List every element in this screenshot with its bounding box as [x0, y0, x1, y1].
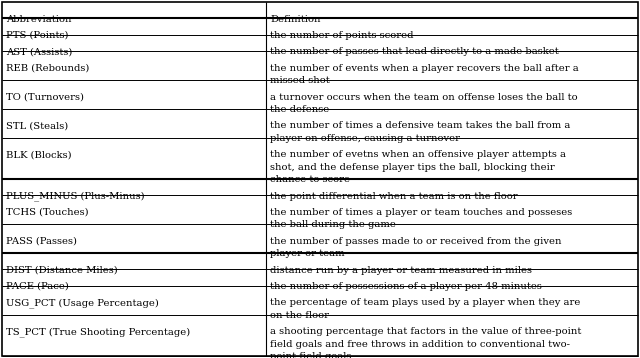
Text: AST (Assists): AST (Assists)	[6, 47, 72, 56]
Text: distance run by a player or team measured in miles: distance run by a player or team measure…	[270, 266, 532, 275]
Text: the number of times a defensive team takes the ball from a: the number of times a defensive team tak…	[270, 121, 570, 130]
Text: TCHS (Touches): TCHS (Touches)	[6, 208, 88, 217]
Text: the number of evetns when an offensive player attempts a: the number of evetns when an offensive p…	[270, 150, 566, 159]
Text: the number of times a player or team touches and posseses: the number of times a player or team tou…	[270, 208, 572, 217]
Text: PTS (Points): PTS (Points)	[6, 31, 68, 40]
Text: REB (Rebounds): REB (Rebounds)	[6, 64, 90, 73]
Text: the number of passes that lead directly to a made basket: the number of passes that lead directly …	[270, 47, 559, 56]
Text: the point differential when a team is on the floor: the point differential when a team is on…	[270, 192, 518, 200]
Text: a turnover occurs when the team on offense loses the ball to: a turnover occurs when the team on offen…	[270, 93, 577, 102]
Text: PLUS_MINUS (Plus-Minus): PLUS_MINUS (Plus-Minus)	[6, 192, 145, 201]
Text: Abbreviation: Abbreviation	[6, 15, 72, 24]
Text: player on offense, causing a turnover: player on offense, causing a turnover	[270, 134, 460, 143]
Text: TO (Turnovers): TO (Turnovers)	[6, 93, 84, 102]
Text: the defense: the defense	[270, 105, 329, 114]
Text: field goals and free throws in addition to conventional two-: field goals and free throws in addition …	[270, 340, 570, 349]
Text: TS_PCT (True Shooting Percentage): TS_PCT (True Shooting Percentage)	[6, 327, 190, 337]
Text: shot, and the defense player tips the ball, blocking their: shot, and the defense player tips the ba…	[270, 163, 555, 172]
Text: the number of points scored: the number of points scored	[270, 31, 413, 40]
Text: DIST (Distance Miles): DIST (Distance Miles)	[6, 266, 118, 275]
Text: Definition: Definition	[270, 15, 321, 24]
Text: missed shot: missed shot	[270, 76, 330, 85]
Text: the number of possessions of a player per 48 minutes: the number of possessions of a player pe…	[270, 282, 542, 291]
Text: player or team: player or team	[270, 249, 344, 258]
Text: the number of passes made to or received from the given: the number of passes made to or received…	[270, 237, 561, 246]
Text: STL (Steals): STL (Steals)	[6, 121, 68, 130]
Text: PACE (Pace): PACE (Pace)	[6, 282, 69, 291]
Text: the number of events when a player recovers the ball after a: the number of events when a player recov…	[270, 64, 579, 73]
Text: a shooting percentage that factors in the value of three-point: a shooting percentage that factors in th…	[270, 327, 581, 336]
Text: point field goals: point field goals	[270, 352, 351, 358]
Text: BLK (Blocks): BLK (Blocks)	[6, 150, 72, 159]
Text: chance to score: chance to score	[270, 175, 350, 184]
Text: the ball during the game: the ball during the game	[270, 221, 396, 229]
Text: the percentage of team plays used by a player when they are: the percentage of team plays used by a p…	[270, 299, 580, 308]
Text: USG_PCT (Usage Percentage): USG_PCT (Usage Percentage)	[6, 299, 159, 308]
Text: PASS (Passes): PASS (Passes)	[6, 237, 77, 246]
Text: on the floor: on the floor	[270, 311, 329, 320]
